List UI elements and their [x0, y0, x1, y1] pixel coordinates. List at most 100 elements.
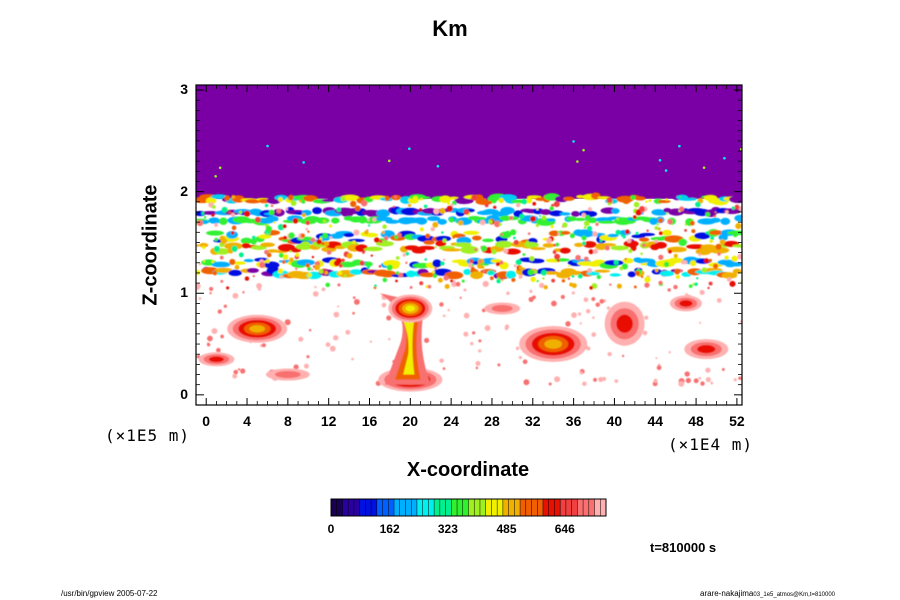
speckle-low [667, 288, 671, 292]
band-blob [463, 268, 472, 276]
band-blob [549, 210, 564, 217]
speckle-low [551, 300, 557, 307]
speckle [203, 216, 207, 219]
colorbar-cell [520, 499, 527, 516]
banded-turbulent-layer [196, 192, 742, 387]
speckle [254, 216, 261, 223]
upper-speckle [702, 166, 706, 169]
footer-program-info: /usr/bin/gpview 2005-07-22 [61, 589, 158, 598]
speckle [674, 268, 681, 275]
speckle [264, 203, 269, 208]
speckle-low [333, 335, 339, 341]
speckle [354, 205, 361, 212]
speckle [228, 210, 232, 215]
band-blob [709, 230, 724, 236]
colorbar-cell [336, 499, 343, 516]
speckle [530, 276, 536, 282]
speckle [589, 285, 594, 290]
speckle [679, 206, 685, 212]
speckle-low [455, 281, 461, 287]
speckle-low [257, 287, 262, 291]
speckle [386, 264, 393, 271]
speckle [583, 226, 587, 229]
band-blob [678, 238, 687, 247]
speckle-low [586, 309, 591, 314]
colorbar [330, 498, 607, 517]
speckle [536, 279, 539, 283]
speckle [552, 250, 557, 254]
upper-speckle [214, 174, 217, 178]
speckle [307, 272, 312, 278]
plume-layer [616, 314, 633, 333]
speckle-low [733, 378, 737, 382]
speckle [279, 275, 284, 279]
speckle [489, 276, 494, 281]
speckle [587, 226, 593, 232]
band-blob [610, 245, 629, 251]
speckle [581, 235, 587, 241]
speckle [607, 202, 611, 206]
speckle [447, 201, 450, 205]
band-blob [442, 248, 462, 252]
speckle [490, 197, 497, 204]
speckle [231, 245, 238, 252]
speckle-low [475, 361, 481, 366]
speckle [211, 204, 216, 209]
speckle [432, 273, 437, 278]
speckle [325, 282, 331, 288]
upper-speckle [408, 147, 411, 150]
band-blob [452, 233, 466, 238]
speckle [319, 237, 323, 240]
speckle-low [216, 347, 221, 353]
speckle-low [478, 349, 482, 353]
speckle-low [602, 376, 607, 381]
speckle-low [515, 346, 520, 351]
speckle-low [560, 294, 565, 299]
speckle [633, 285, 637, 289]
speckle [683, 260, 688, 265]
x-tick-label: 24 [443, 413, 459, 429]
speckle [440, 261, 445, 266]
band-blob [240, 237, 253, 244]
band-blob [622, 257, 634, 264]
speckle-low [388, 337, 391, 341]
band-blob [563, 196, 575, 201]
speckle [341, 258, 345, 263]
x-tick-label: 44 [647, 413, 664, 429]
speckle [689, 220, 695, 226]
speckle-low [698, 376, 702, 380]
speckle [322, 219, 327, 224]
speckle [265, 258, 270, 264]
speckle [470, 197, 474, 200]
speckle [719, 239, 726, 245]
upper-speckle [218, 166, 222, 170]
band-blob [358, 215, 368, 224]
speckle [340, 196, 346, 202]
speckle [724, 255, 729, 260]
speckle [656, 222, 659, 226]
speckle [295, 267, 298, 270]
speckle [367, 219, 370, 222]
speckle [270, 204, 274, 208]
band-blob [539, 209, 552, 216]
band-blob [560, 231, 571, 235]
speckle [684, 223, 688, 226]
speckle [396, 232, 402, 238]
colorbar-cell [542, 499, 550, 516]
colorbar-cell [565, 499, 572, 516]
band-blob [264, 261, 280, 269]
speckle [289, 257, 294, 263]
speckle-low [217, 309, 222, 314]
speckle [243, 210, 251, 217]
colorbar-cell [514, 499, 521, 516]
speckle [587, 207, 592, 212]
speckle [596, 274, 602, 280]
speckle [644, 276, 651, 283]
speckle [648, 198, 652, 202]
speckle [530, 215, 536, 222]
speckle [509, 215, 513, 220]
speckle [599, 239, 603, 243]
speckle [632, 215, 637, 220]
speckle-low [463, 331, 469, 337]
